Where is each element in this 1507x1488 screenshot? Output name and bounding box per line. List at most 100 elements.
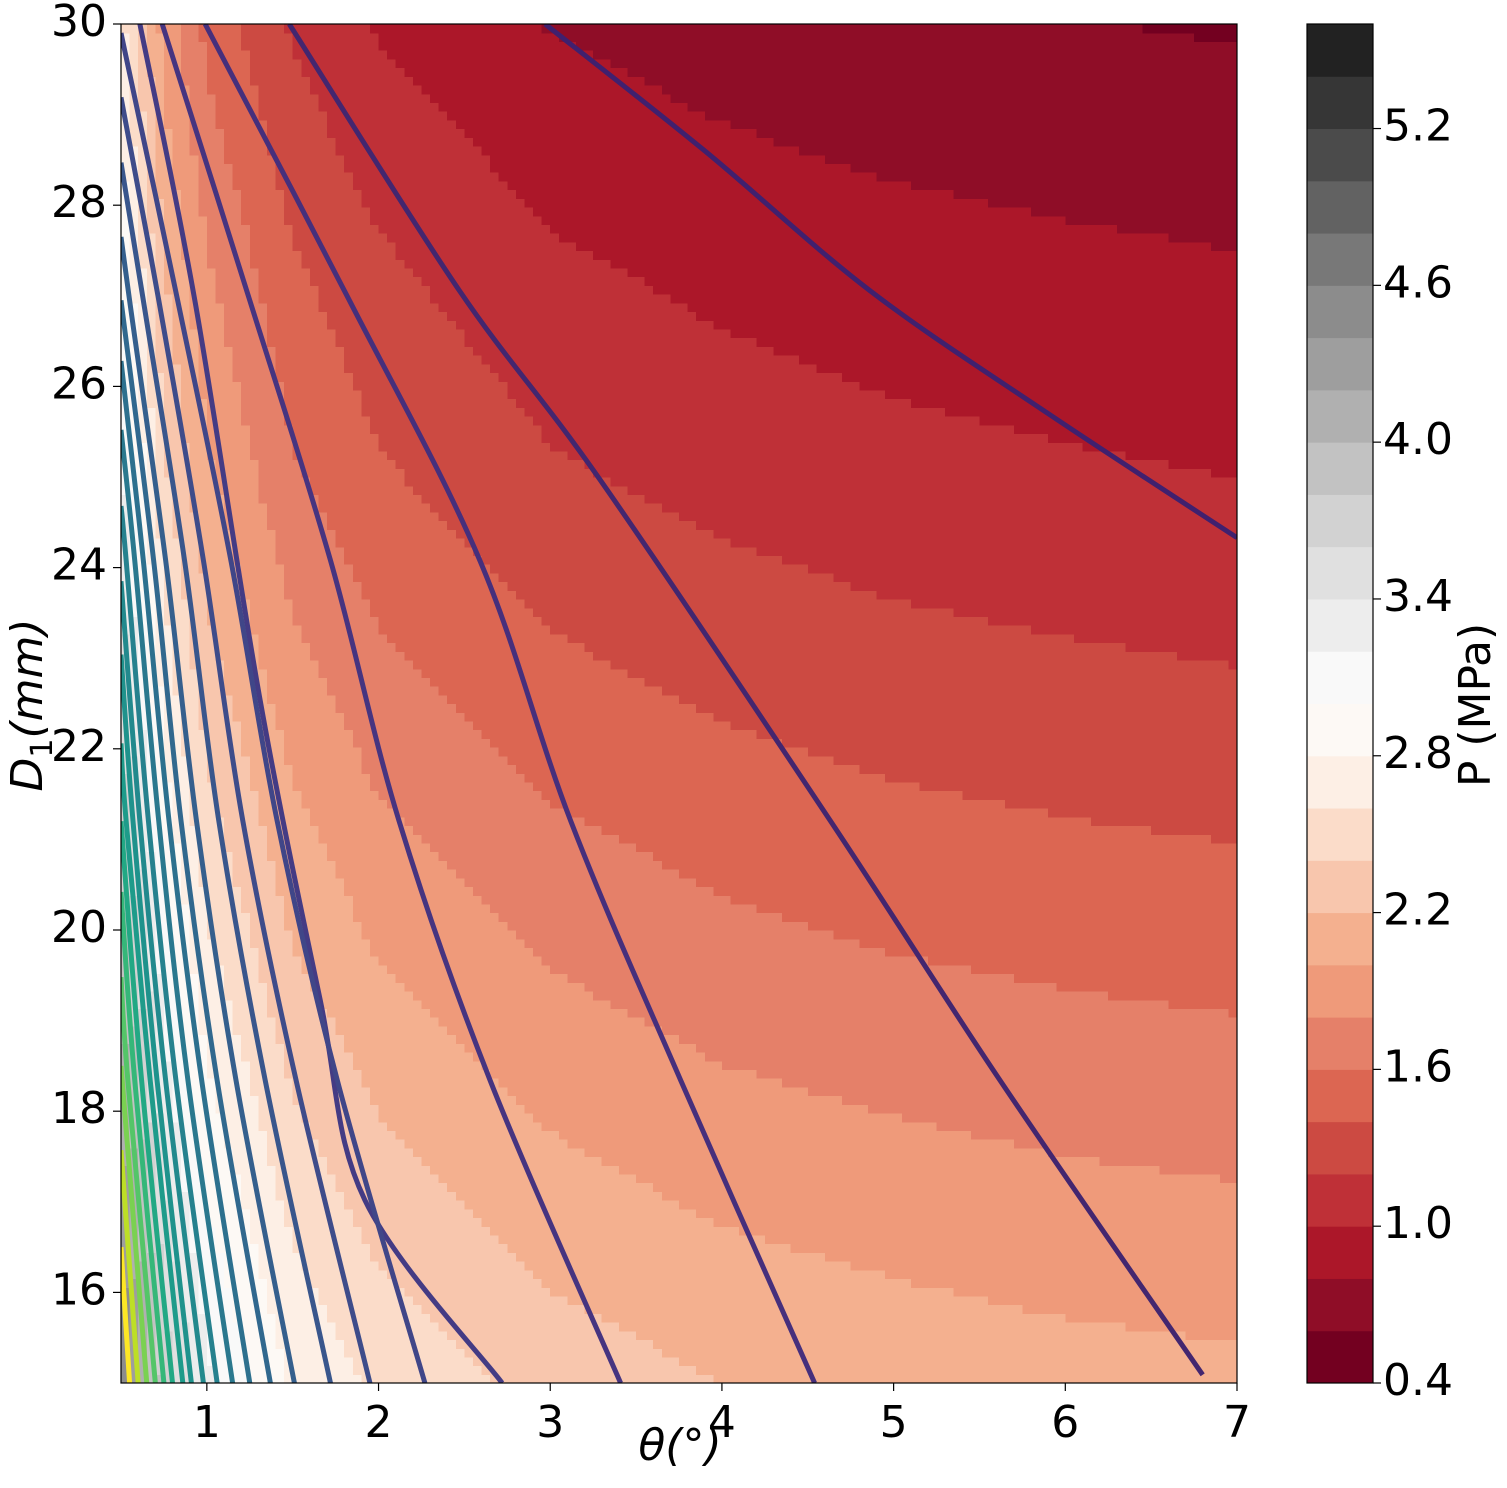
contour-cell [575, 1191, 586, 1201]
contour-cell [412, 1043, 423, 1053]
contour-cell [902, 1356, 912, 1367]
contour-cell [756, 1330, 766, 1341]
contour-cell [464, 1051, 474, 1062]
contour-cell [447, 947, 457, 957]
contour-cell [258, 1156, 268, 1166]
contour-cell [1030, 1261, 1041, 1271]
contour-cell [327, 1034, 337, 1044]
contour-cell [833, 1365, 843, 1375]
contour-cell [455, 1078, 465, 1088]
contour-cell [447, 1165, 457, 1175]
contour-cell [524, 930, 534, 940]
contour-cell [155, 1287, 165, 1297]
contour-cell [327, 1348, 337, 1358]
contour-cell [421, 1243, 431, 1253]
contour-cell [1056, 1243, 1066, 1253]
contour-cell [412, 1130, 423, 1140]
contour-cell [1013, 1226, 1023, 1236]
contour-cell [327, 1191, 337, 1201]
contour-cell [1211, 1322, 1221, 1332]
contour-cell [636, 1365, 646, 1375]
contour-cell [232, 947, 242, 957]
contour-cell [404, 990, 414, 1001]
contour-cell [1048, 1287, 1058, 1297]
contour-cell [636, 1322, 646, 1332]
contour-cell [404, 1295, 414, 1306]
contour-cell [301, 1191, 311, 1201]
contour-cell [438, 1182, 448, 1192]
contour-cell [773, 1356, 783, 1367]
contour-cell [661, 1243, 672, 1253]
contour-cell [284, 1252, 294, 1262]
contour-cell [498, 956, 508, 966]
contour-cell [541, 956, 551, 966]
contour-cell [378, 1017, 388, 1027]
contour-cell [953, 1191, 963, 1201]
contour-cell [498, 1208, 508, 1219]
contour-cell [575, 1217, 586, 1227]
contour-cell [327, 1243, 337, 1253]
contour-cell [593, 1208, 603, 1219]
contour-cell [215, 1356, 225, 1367]
contour-cell [644, 964, 654, 975]
contour-cell [816, 1165, 826, 1175]
contour-cell [1125, 1165, 1135, 1175]
contour-cell [988, 1269, 998, 1280]
contour-cell [1142, 1261, 1152, 1271]
contour-cell [404, 1191, 414, 1201]
contour-cell [387, 1025, 397, 1036]
contour-cell [842, 1365, 852, 1375]
contour-cell [378, 1069, 388, 1079]
contour-cell [430, 1356, 440, 1367]
contour-cell [953, 1278, 963, 1288]
contour-cell [1219, 1208, 1230, 1219]
contour-cell [584, 1034, 594, 1044]
contour-cell [962, 1365, 972, 1375]
contour-cell [644, 1365, 654, 1375]
contour-cell [1073, 1156, 1084, 1166]
contour-cell [567, 1261, 577, 1271]
contour-cell [610, 1356, 620, 1367]
contour-cell [224, 1313, 234, 1323]
contour-cell [412, 1121, 423, 1131]
contour-cell [1039, 1191, 1049, 1201]
contour-cell [369, 1121, 380, 1131]
contour-cell [524, 1243, 534, 1253]
contour-cell [610, 1095, 620, 1105]
contour-cell [301, 1356, 311, 1367]
contour-cell [232, 1130, 242, 1140]
contour-cell [533, 1322, 543, 1332]
contour-cell [447, 1017, 457, 1027]
contour-cell [155, 1051, 165, 1062]
contour-cell [327, 1295, 337, 1306]
contour-cell [1168, 1278, 1178, 1288]
contour-cell [1211, 1348, 1221, 1358]
contour-cell [627, 1304, 637, 1314]
contour-cell [687, 1330, 697, 1341]
contour-cell [1082, 1278, 1092, 1288]
contour-cell [550, 1217, 560, 1227]
contour-cell [241, 930, 251, 940]
contour-cell [876, 1243, 886, 1253]
contour-cell [1005, 1156, 1015, 1166]
contour-cell [395, 1060, 405, 1070]
contour-cell [258, 1200, 268, 1210]
contour-cell [1168, 1304, 1178, 1314]
contour-cell [670, 1365, 680, 1375]
contour-cell [618, 1313, 629, 1323]
contour-cell [232, 1017, 242, 1027]
contour-cell [618, 1095, 629, 1105]
contour-cell [309, 1060, 320, 1070]
contour-cell [412, 1226, 423, 1236]
contour-cell [1048, 1313, 1058, 1323]
contour-cell [953, 1165, 963, 1175]
contour-cell [893, 1182, 903, 1192]
contour-cell [241, 1069, 251, 1079]
contour-cell [490, 1295, 500, 1306]
contour-cell [988, 1226, 998, 1236]
contour-cell [713, 1173, 723, 1184]
contour-cell [1125, 1365, 1135, 1375]
contour-cell [533, 1243, 543, 1253]
contour-cell [266, 1086, 277, 1097]
contour-cell [1176, 1295, 1187, 1306]
